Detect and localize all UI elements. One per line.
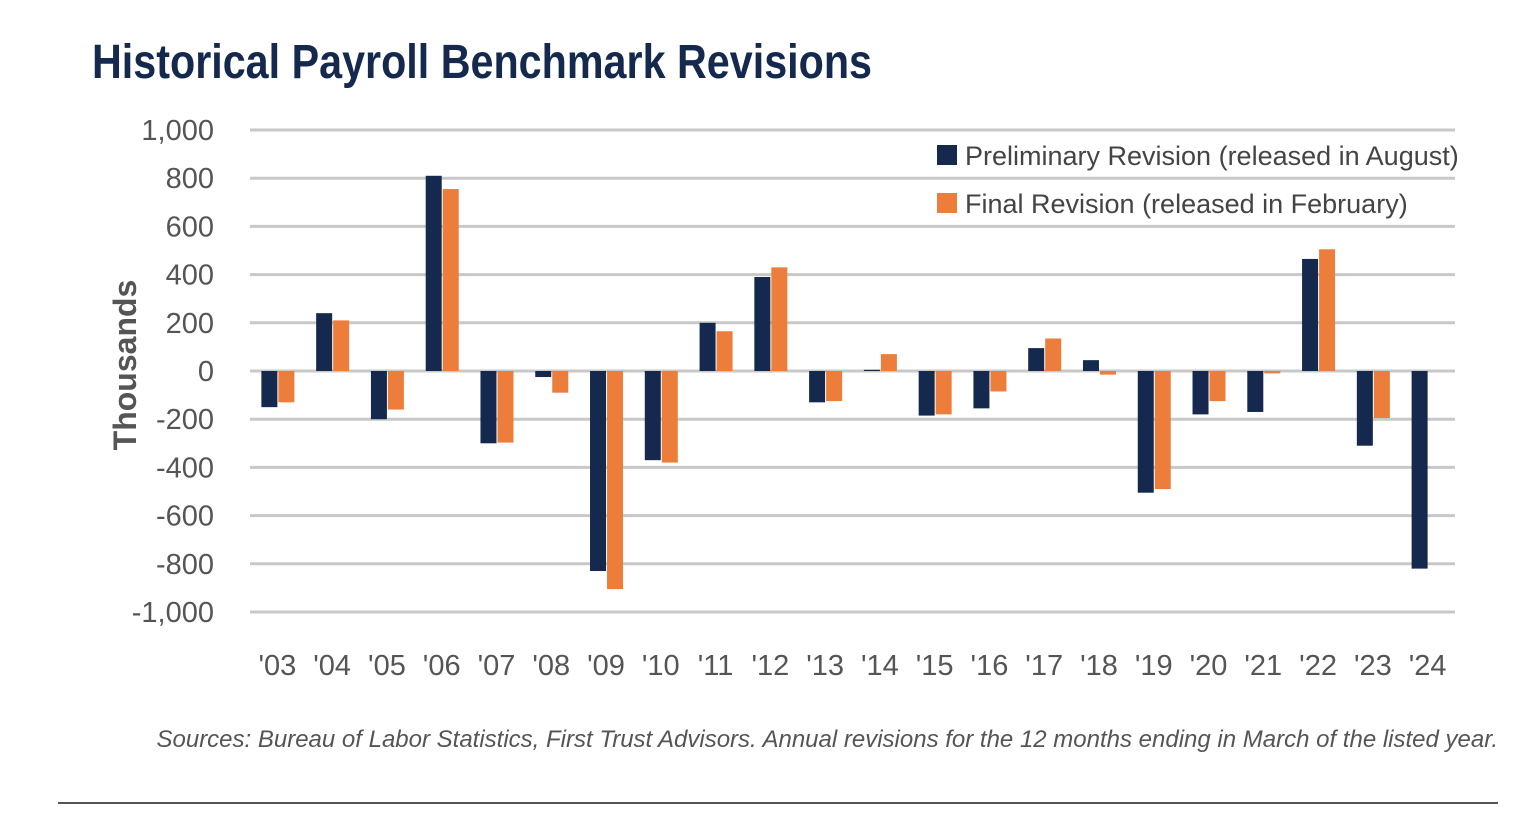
- x-tick-label: '15: [916, 650, 954, 682]
- bar: [1373, 371, 1390, 418]
- bar: [1247, 371, 1264, 412]
- bar: [425, 175, 442, 371]
- bar: [552, 371, 569, 393]
- y-tick-label: -200: [156, 404, 214, 436]
- bar: [1192, 371, 1209, 415]
- bar: [1264, 371, 1281, 374]
- y-tick-label: 600: [166, 211, 214, 243]
- x-tick-label: '21: [1244, 650, 1282, 682]
- bar: [1082, 360, 1099, 371]
- bar: [699, 322, 716, 371]
- bar: [333, 320, 350, 371]
- x-tick-label: '14: [861, 650, 899, 682]
- bar: [442, 189, 459, 371]
- divider: [58, 802, 1498, 804]
- bar: [1045, 338, 1062, 371]
- bar: [278, 371, 295, 403]
- bar: [661, 371, 678, 463]
- x-tick-label: '24: [1409, 650, 1447, 682]
- bar: [370, 371, 387, 420]
- y-tick-label: 0: [198, 356, 214, 388]
- bar: [771, 267, 788, 371]
- x-tick-label: '08: [532, 650, 570, 682]
- y-tick-label: -400: [156, 452, 214, 484]
- x-tick-label: '07: [478, 650, 516, 682]
- bar: [880, 354, 897, 371]
- bar: [973, 371, 990, 409]
- chart-title: Historical Payroll Benchmark Revisions: [92, 36, 872, 89]
- x-tick-label: '05: [368, 650, 406, 682]
- x-tick-label: '11: [698, 650, 734, 682]
- legend-swatch: [937, 145, 957, 165]
- bar: [1356, 371, 1373, 446]
- x-tick-label: '22: [1299, 650, 1337, 682]
- bar: [826, 371, 843, 402]
- x-tick-label: '23: [1354, 650, 1392, 682]
- y-tick-label: 400: [166, 260, 214, 292]
- x-tick-label: '10: [642, 650, 680, 682]
- x-tick-label: '19: [1135, 650, 1173, 682]
- bar: [935, 371, 952, 415]
- bar: [480, 371, 497, 444]
- legend-label: Preliminary Revision (released in August…: [965, 141, 1459, 171]
- bar: [990, 371, 1007, 392]
- bar: [1411, 371, 1428, 569]
- bar: [754, 277, 771, 371]
- x-tick-label: '09: [587, 650, 625, 682]
- x-tick-label: '03: [258, 650, 296, 682]
- bar: [261, 371, 278, 408]
- x-tick-label: '06: [423, 650, 461, 682]
- bar: [716, 331, 733, 371]
- x-tick-label: '18: [1080, 650, 1118, 682]
- x-tick-label: '04: [313, 650, 351, 682]
- x-tick-label: '16: [971, 650, 1009, 682]
- bar: [1028, 348, 1045, 371]
- x-tick-label: '20: [1190, 650, 1228, 682]
- source-note: Sources: Bureau of Labor Statistics, Fir…: [156, 726, 1498, 753]
- legend-label: Final Revision (released in February): [965, 189, 1408, 219]
- bar: [1154, 371, 1171, 490]
- y-tick-label: -1,000: [132, 597, 214, 629]
- y-tick-label: 200: [166, 308, 214, 340]
- y-tick-label: -800: [156, 549, 214, 581]
- bar: [809, 371, 826, 403]
- y-tick-label: -600: [156, 501, 214, 533]
- bar: [644, 371, 661, 461]
- y-axis-label: Thousands: [107, 280, 143, 451]
- x-tick-label: '12: [751, 650, 789, 682]
- bar: [863, 369, 880, 371]
- bar: [918, 371, 935, 416]
- legend-swatch: [937, 193, 957, 213]
- bar: [1137, 371, 1154, 493]
- y-tick-label: 1,000: [141, 115, 214, 147]
- bar: [1319, 249, 1336, 371]
- x-tick-label: '13: [806, 650, 844, 682]
- bar: [316, 313, 333, 371]
- bar: [607, 371, 624, 590]
- x-tick-label: '17: [1025, 650, 1063, 682]
- bar: [1302, 258, 1319, 371]
- bar: [1209, 371, 1226, 402]
- bar: [535, 371, 552, 378]
- bar: [387, 371, 404, 410]
- chart: Historical Payroll Benchmark Revisions T…: [92, 36, 1459, 682]
- bar: [590, 371, 607, 572]
- bar: [497, 371, 514, 443]
- y-tick-label: 800: [166, 163, 214, 195]
- bar: [1099, 371, 1116, 375]
